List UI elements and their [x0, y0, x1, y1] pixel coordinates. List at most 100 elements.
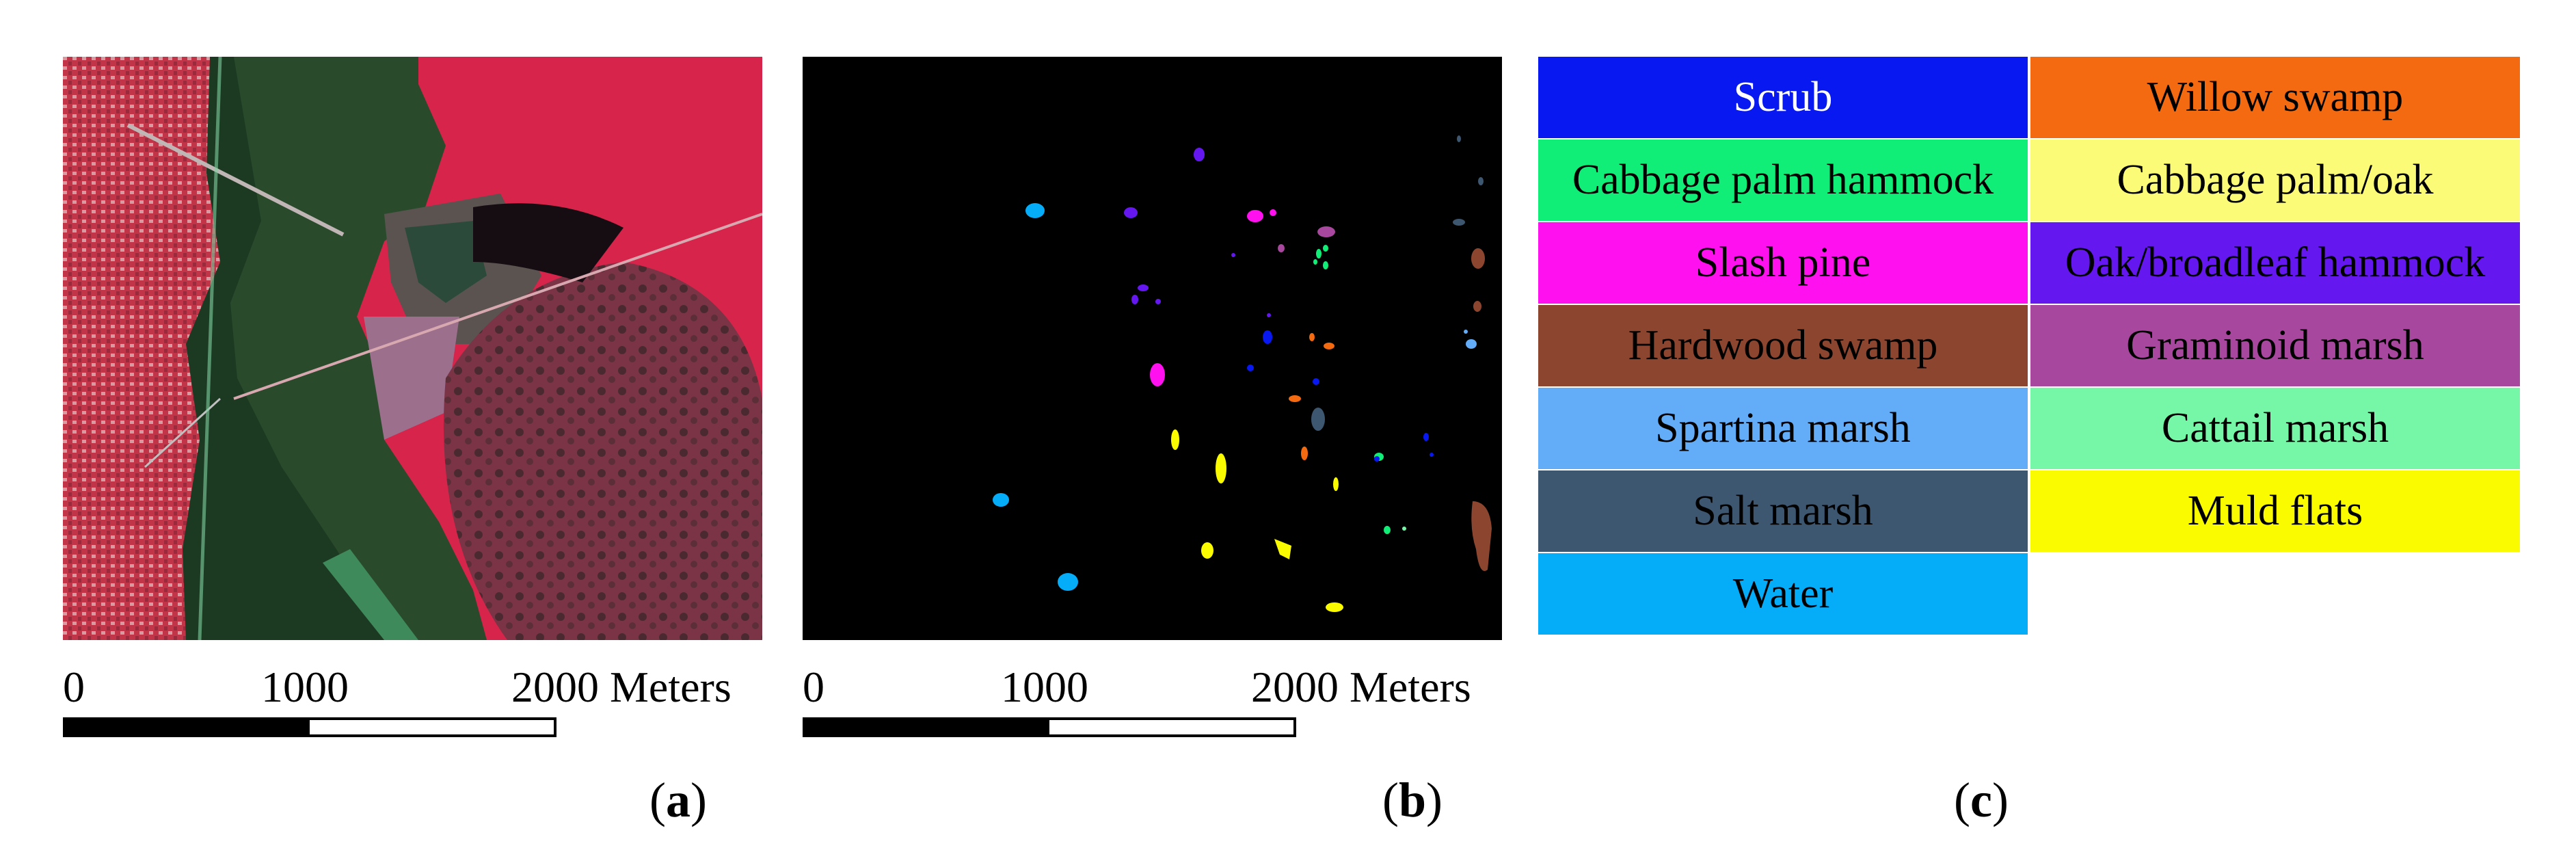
legend-cell: Cabbage palm/oak	[2030, 140, 2520, 221]
scale-bar-a: 0 1000 2000 Meters	[63, 663, 815, 759]
legend-cell: Graminoid marsh	[2030, 305, 2520, 386]
gt-patch	[1058, 573, 1078, 591]
gt-patch	[1247, 210, 1263, 222]
legend-label: Slash pine	[1695, 239, 1871, 286]
caption-b: (b)	[1382, 773, 1443, 827]
legend-label: Cabbage palm hammock	[1572, 157, 1994, 203]
gt-patch	[1430, 453, 1434, 457]
legend-cell: Spartina marsh	[1538, 388, 2028, 469]
false-color-satellite-image	[63, 56, 763, 641]
gt-patch	[1313, 378, 1319, 385]
gt-patch	[1402, 527, 1406, 531]
gt-patch	[1323, 245, 1328, 252]
scale-tick-0: 0	[803, 663, 824, 711]
legend-cell: Salt marsh	[1538, 470, 2028, 552]
scale-tick-1000: 1000	[261, 663, 349, 711]
gt-patch	[1194, 148, 1205, 161]
gt-patch	[1247, 364, 1254, 371]
caption-open: (	[649, 773, 666, 827]
legend-label: Oak/broadleaf hammock	[2065, 239, 2486, 286]
scale-bar-graphic	[63, 717, 556, 737]
caption-c: (c)	[1954, 773, 2009, 827]
legend-label: Cattail marsh	[2161, 405, 2389, 451]
legend-cell: Water	[1538, 553, 2028, 635]
gt-patch	[1171, 429, 1179, 450]
gt-patch	[1333, 477, 1339, 491]
scale-bar-b: 0 1000 2000 Meters	[803, 663, 1555, 759]
legend-label: Scrub	[1733, 74, 1833, 120]
caption-a: (a)	[649, 773, 707, 827]
legend-label: Willow swamp	[2147, 74, 2404, 120]
scale-bar-black-segment	[805, 720, 1049, 734]
caption-letter: c	[1970, 773, 1992, 827]
scale-tick-2000-meters: 2000 Meters	[511, 663, 732, 711]
gt-patch	[1131, 295, 1138, 304]
gt-patch	[1471, 248, 1485, 269]
gt-patch	[1216, 453, 1226, 483]
gt-patch	[1201, 542, 1213, 559]
gt-patch	[1138, 284, 1149, 291]
gt-patch	[1231, 253, 1235, 257]
caption-close: )	[1991, 773, 2009, 827]
satellite-image-drawing	[63, 56, 763, 641]
ground-truth-patches	[993, 135, 1492, 612]
legend-label: Cabbage palm/oak	[2117, 157, 2434, 203]
legend-cell: Cattail marsh	[2030, 388, 2520, 469]
gt-patch	[1311, 408, 1325, 431]
gt-patch	[1316, 249, 1321, 258]
gt-patch	[1478, 177, 1484, 185]
gt-patch	[1309, 333, 1315, 341]
gt-patch	[1471, 501, 1492, 571]
gt-patch	[1453, 219, 1465, 226]
gt-patch	[1326, 602, 1343, 612]
gt-patch	[1289, 395, 1301, 402]
caption-open: (	[1954, 773, 1970, 827]
legend-label: Water	[1732, 570, 1834, 617]
scale-bar-black-segment	[66, 720, 310, 734]
caption-letter: a	[665, 773, 690, 827]
gt-patch	[1263, 330, 1272, 344]
gt-patch	[1384, 526, 1391, 534]
gt-patch	[1313, 259, 1317, 265]
gt-patch	[1150, 363, 1165, 386]
scale-bar-graphic	[803, 717, 1296, 737]
legend-cell: Muld flats	[2030, 470, 2520, 552]
gt-patch	[1155, 299, 1161, 304]
caption-close: )	[1426, 773, 1443, 827]
scale-bar-white-segment	[310, 720, 554, 734]
gt-patch	[1274, 539, 1291, 559]
caption-letter: b	[1398, 773, 1427, 827]
scale-tick-1000: 1000	[1001, 663, 1088, 711]
gt-patch	[1317, 226, 1335, 237]
legend-cell: Slash pine	[1538, 222, 2028, 304]
gt-patch	[1025, 203, 1045, 218]
gt-patch	[1323, 261, 1328, 269]
caption-close: )	[690, 773, 707, 827]
legend-label: Hardwood swamp	[1628, 322, 1938, 369]
gt-patch	[1124, 207, 1138, 218]
legend-label: Muld flats	[2187, 488, 2363, 534]
legend-label: Spartina marsh	[1655, 405, 1911, 451]
gt-patch	[1267, 313, 1271, 317]
scale-tick-2000-meters: 2000 Meters	[1251, 663, 1471, 711]
gt-patch	[1473, 301, 1481, 312]
gt-patch	[1464, 330, 1468, 334]
gt-patch	[1278, 244, 1285, 252]
gt-patch	[1270, 209, 1276, 216]
gt-patch	[993, 493, 1009, 507]
caption-open: (	[1382, 773, 1399, 827]
legend-cell: Scrub	[1538, 57, 2028, 138]
gt-patch	[1457, 135, 1461, 142]
ground-truth-map	[803, 57, 1502, 640]
legend-label: Salt marsh	[1693, 488, 1873, 534]
gt-patch	[1301, 447, 1308, 460]
gt-patch	[1423, 433, 1429, 441]
scale-bar-white-segment	[1049, 720, 1293, 734]
legend-cell: Hardwood swamp	[1538, 305, 2028, 386]
gt-patch	[1374, 456, 1380, 462]
scale-tick-0: 0	[63, 663, 85, 711]
legend-cell: Willow swamp	[2030, 57, 2520, 138]
legend-label: Graminoid marsh	[2126, 322, 2424, 369]
legend-cell: Oak/broadleaf hammock	[2030, 222, 2520, 304]
gt-patch	[1324, 343, 1334, 349]
